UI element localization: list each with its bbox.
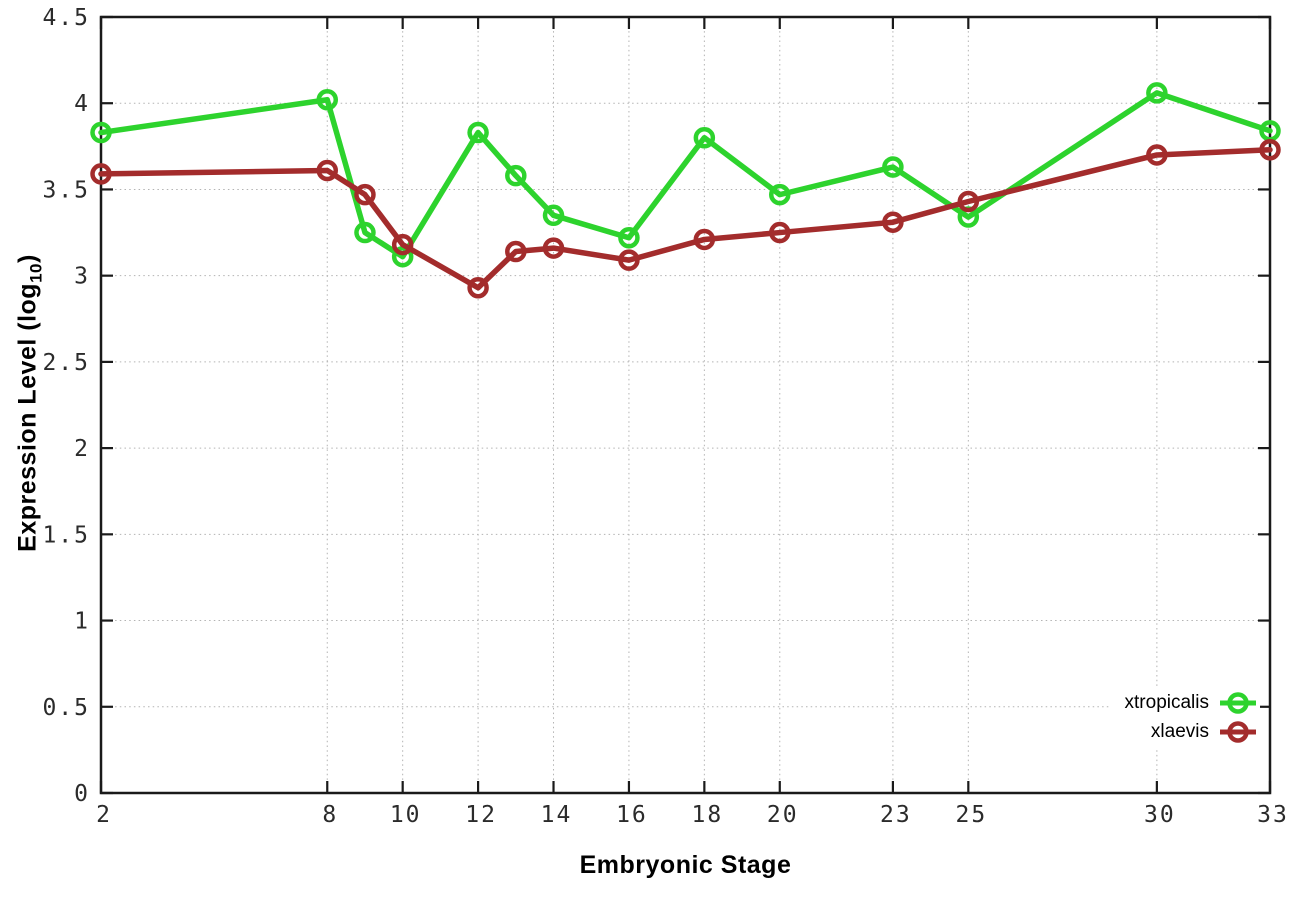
data-point-xlaevis-stage-8: [316, 159, 339, 182]
data-point-xtropicalis-stage-12: [467, 121, 489, 144]
x-tick-labels: 2 8 10 12 14 16 18 20 23 25 30 33: [96, 802, 1289, 828]
x-tick-label: 12: [465, 802, 497, 828]
data-point-xlaevis-stage-9: [354, 183, 376, 206]
y-tick-label: 3.5: [42, 177, 90, 203]
data-point-xtropicalis-stage-16: [618, 226, 640, 249]
data-point-xtropicalis-stage-2: [90, 121, 112, 144]
x-tick-label: 30: [1144, 802, 1176, 828]
legend-label-xlaevis: xlaevis: [1150, 721, 1209, 742]
x-tick-label: 2: [96, 802, 112, 828]
line-open-circle-marker-icon: [1220, 691, 1256, 714]
data-point-xlaevis-stage-14: [542, 237, 565, 259]
series-line-xlaevis: [98, 147, 1273, 291]
x-tick-label: 8: [322, 802, 338, 828]
y-tick-label: 0.5: [42, 695, 90, 721]
y-tick-label: 2.5: [42, 350, 90, 376]
data-point-xtropicalis-stage-18: [693, 126, 716, 149]
x-tick-label: 14: [541, 802, 573, 828]
data-point-xlaevis-stage-30: [1146, 144, 1168, 166]
data-point-xtropicalis-stage-9: [354, 221, 376, 244]
axis-ticks: [99, 15, 1272, 795]
grid-lines: [101, 17, 1270, 793]
y-tick-label: 2: [74, 436, 90, 462]
legend-label-xtropicalis: xtropicalis: [1124, 692, 1209, 713]
y-axis-title-close: ): [13, 254, 42, 263]
line-open-circle-marker-icon: [1220, 720, 1256, 743]
x-axis-title: Embryonic Stage: [579, 851, 792, 879]
data-point-xtropicalis-stage-14: [542, 204, 565, 227]
x-tick-label: 10: [390, 802, 422, 828]
x-tick-label: 23: [880, 802, 912, 828]
data-point-xlaevis-stage-2: [90, 163, 112, 185]
y-axis-title-subscript: 10: [26, 262, 46, 283]
y-tick-label: 3: [74, 264, 90, 290]
series-line-xtropicalis: [98, 90, 1273, 260]
plot-border: [99, 15, 1272, 795]
data-point-xtropicalis-stage-20: [769, 183, 791, 206]
data-point-xlaevis-stage-16: [618, 249, 640, 271]
data-point-xlaevis-stage-20: [769, 221, 791, 244]
data-point-xtropicalis-stage-13: [505, 164, 527, 187]
y-tick-label: 1.5: [42, 522, 90, 548]
y-tick-label: 1: [74, 609, 90, 635]
x-tick-label: 16: [616, 802, 648, 828]
series-xtropicalis: [90, 82, 1281, 268]
y-tick-label: 4: [74, 91, 90, 117]
y-axis-title-text: Expression Level (log: [13, 282, 42, 552]
data-point-xlaevis-stage-10: [391, 233, 414, 256]
legend-item-xlaevis: xlaevis: [1151, 717, 1258, 746]
data-point-xlaevis-stage-25: [957, 190, 980, 213]
legend-item-xtropicalis: xtropicalis: [1125, 688, 1258, 717]
data-point-xlaevis-stage-33: [1259, 139, 1281, 161]
data-point-xtropicalis-stage-10: [391, 245, 414, 268]
data-point-xlaevis-stage-18: [693, 228, 716, 251]
data-point-xtropicalis-stage-8: [316, 89, 339, 111]
y-axis-title: Expression Level (log10): [14, 254, 47, 552]
y-tick-labels: 0 0.5 1 1.5 2 2.5 3 3.5 4 4.5: [42, 5, 90, 807]
series-xlaevis: [90, 139, 1281, 299]
data-point-xtropicalis-stage-23: [882, 156, 904, 178]
x-tick-label: 33: [1257, 802, 1289, 828]
y-tick-label: 4.5: [42, 5, 90, 31]
legend: xtropicalis xlaevis: [1108, 686, 1260, 748]
y-tick-label: 0: [74, 781, 90, 807]
data-point-xlaevis-stage-23: [882, 211, 904, 233]
data-point-xtropicalis-stage-30: [1146, 82, 1168, 104]
x-tick-label: 18: [692, 802, 724, 828]
x-tick-label: 20: [767, 802, 799, 828]
data-point-xlaevis-stage-12: [467, 276, 489, 299]
data-point-xlaevis-stage-13: [505, 240, 527, 263]
x-tick-label: 25: [955, 802, 987, 828]
